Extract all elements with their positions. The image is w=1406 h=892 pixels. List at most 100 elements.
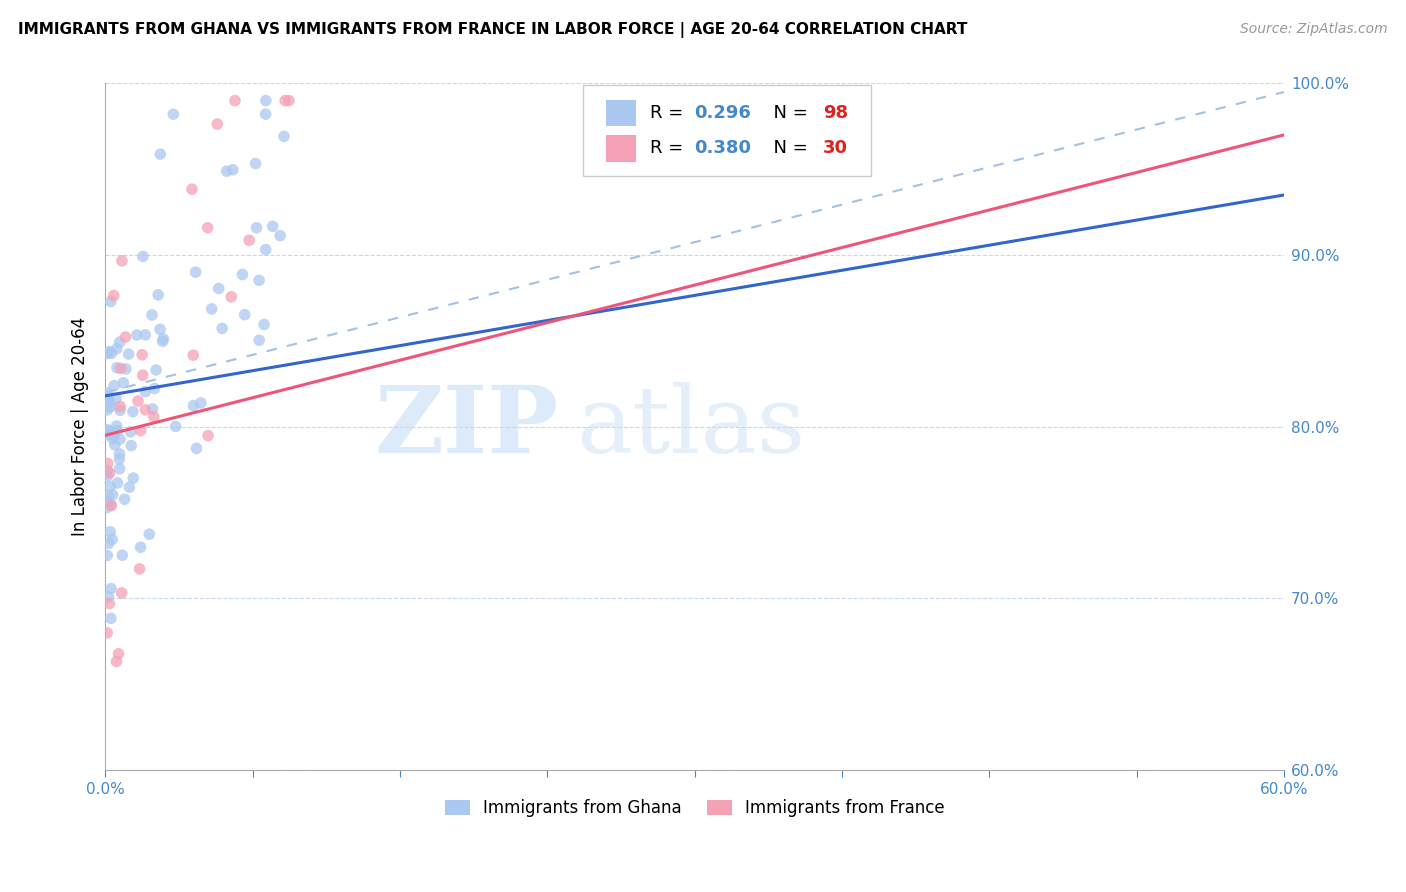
- Point: [96, 625, 118, 640]
- Point: [96, 469, 118, 483]
- Point: [98, 524, 121, 539]
- Point: [107, 475, 129, 490]
- Point: [96, 463, 118, 477]
- Text: 0.380: 0.380: [695, 139, 752, 158]
- Point: [108, 400, 131, 414]
- Point: [254, 107, 277, 121]
- Point: [118, 480, 141, 494]
- Point: [97, 400, 120, 414]
- Point: [108, 432, 131, 446]
- Point: [134, 402, 156, 417]
- Point: [107, 647, 129, 661]
- Point: [98, 597, 121, 611]
- Point: [253, 318, 276, 332]
- Point: [149, 147, 172, 161]
- Point: [105, 342, 128, 356]
- Point: [201, 301, 224, 316]
- Point: [101, 488, 124, 502]
- Point: [97, 424, 120, 438]
- Point: [134, 327, 156, 342]
- Point: [114, 492, 136, 507]
- Point: [98, 395, 121, 409]
- Point: [278, 94, 301, 108]
- Point: [97, 488, 120, 502]
- Text: R =: R =: [650, 104, 689, 122]
- Point: [103, 378, 125, 392]
- Point: [141, 402, 163, 417]
- Point: [100, 498, 122, 512]
- Point: [129, 541, 152, 555]
- Point: [221, 290, 243, 304]
- Point: [149, 322, 172, 336]
- Point: [127, 394, 149, 409]
- Point: [96, 494, 118, 508]
- Point: [131, 348, 153, 362]
- Point: [97, 385, 120, 400]
- Point: [262, 219, 284, 234]
- FancyBboxPatch shape: [582, 86, 872, 176]
- Point: [247, 333, 270, 347]
- Point: [111, 253, 134, 268]
- Point: [97, 536, 120, 550]
- Point: [100, 346, 122, 360]
- Point: [245, 220, 267, 235]
- Point: [165, 419, 187, 434]
- Point: [97, 389, 120, 403]
- Point: [108, 462, 131, 476]
- Point: [100, 582, 122, 596]
- Point: [254, 94, 277, 108]
- Point: [273, 129, 295, 144]
- Point: [145, 363, 167, 377]
- Point: [190, 396, 212, 410]
- Point: [96, 549, 118, 563]
- Point: [186, 442, 208, 456]
- Point: [134, 384, 156, 399]
- Point: [107, 424, 129, 438]
- Point: [162, 107, 184, 121]
- Point: [112, 376, 135, 390]
- Point: [103, 288, 125, 302]
- Point: [105, 419, 128, 434]
- Point: [132, 249, 155, 263]
- Point: [183, 399, 205, 413]
- Text: Source: ZipAtlas.com: Source: ZipAtlas.com: [1240, 22, 1388, 37]
- Point: [104, 391, 127, 405]
- Point: [97, 457, 120, 471]
- Point: [215, 164, 238, 178]
- Point: [247, 273, 270, 287]
- Y-axis label: In Labor Force | Age 20-64: In Labor Force | Age 20-64: [72, 318, 89, 536]
- Point: [100, 611, 122, 625]
- Point: [98, 466, 121, 480]
- Point: [181, 348, 204, 362]
- Point: [100, 479, 122, 493]
- Point: [222, 162, 245, 177]
- FancyBboxPatch shape: [606, 100, 636, 126]
- Point: [180, 182, 202, 196]
- Point: [110, 361, 132, 376]
- Point: [238, 233, 260, 247]
- Point: [120, 425, 142, 439]
- Point: [100, 294, 122, 309]
- FancyBboxPatch shape: [606, 136, 636, 161]
- Point: [101, 533, 124, 547]
- Point: [269, 228, 291, 243]
- Point: [100, 499, 122, 513]
- Point: [122, 471, 145, 485]
- Point: [111, 586, 134, 600]
- Text: N =: N =: [762, 104, 813, 122]
- Point: [231, 268, 253, 282]
- Point: [122, 404, 145, 418]
- Point: [97, 344, 120, 359]
- Point: [101, 432, 124, 446]
- Point: [211, 321, 233, 335]
- Point: [125, 328, 148, 343]
- Point: [97, 392, 120, 407]
- Point: [101, 426, 124, 441]
- Text: ZIP: ZIP: [375, 382, 560, 472]
- Point: [152, 334, 174, 349]
- Point: [105, 360, 128, 375]
- Point: [138, 527, 160, 541]
- Point: [97, 590, 120, 604]
- Point: [184, 265, 207, 279]
- Point: [141, 308, 163, 322]
